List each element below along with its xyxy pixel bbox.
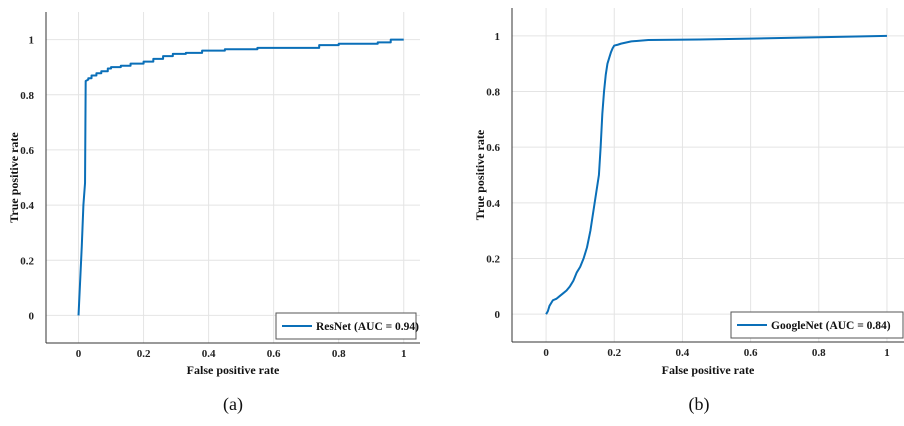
x-tick-label-b-3: 0.6 [744,347,758,359]
legend-label-a: ResNet (AUC = 0.94) [316,321,419,333]
x-tick-label-a-1: 0.2 [137,348,151,360]
x-axis-label-b: False positive rate [662,363,755,377]
chart-b: 0 0.2 0.4 0.6 0.8 1 0 0.2 0.4 0.6 0.8 1 False positi… [473,8,904,415]
y-axis-label-a: True positive rate [7,132,21,223]
y-tick-label-a-0: 0 [29,310,35,322]
legend-a: ResNet (AUC = 0.94) [275,312,419,340]
chart-a: 0 0.2 0.4 0.6 0.8 1 0 0.2 0.4 0.6 0.8 1 False positi… [7,12,420,415]
y-tick-label-b-5: 1 [495,31,501,43]
y-tick-label-a-2: 0.4 [20,200,34,212]
x-tick-label-a-5: 1 [401,348,407,360]
y-tick-label-b-0: 0 [495,309,501,321]
x-tick-label-b-0: 0 [543,347,549,359]
x-axis-label-a: False positive rate [187,363,280,377]
x-tick-label-b-5: 1 [884,347,890,359]
x-tick-label-b-2: 0.4 [676,347,690,359]
y-tick-label-a-1: 0.2 [20,255,34,267]
y-tick-label-b-2: 0.4 [486,198,500,210]
x-tick-label-a-4: 0.8 [332,348,346,360]
y-tick-label-b-4: 0.8 [486,87,500,99]
legend-b: GoogleNet (AUC = 0.84) [730,311,904,339]
y-tick-label-a-5: 1 [29,35,35,47]
legend-label-b: GoogleNet (AUC = 0.84) [771,320,891,332]
y-axis-label-b: True positive rate [473,129,487,220]
x-tick-label-b-1: 0.2 [607,347,621,359]
caption-a: (a) [223,394,243,415]
x-tick-label-b-4: 0.8 [812,347,826,359]
caption-b: (b) [689,394,710,415]
y-tick-label-a-4: 0.8 [20,90,34,102]
x-tick-label-a-0: 0 [76,348,82,360]
x-tick-label-a-2: 0.4 [202,348,216,360]
y-tick-label-a-3: 0.6 [20,145,34,157]
x-tick-label-a-3: 0.6 [267,348,281,360]
y-tick-label-b-1: 0.2 [486,254,500,266]
roc-curve-a-0 [77,38,404,316]
y-tick-label-b-3: 0.6 [486,142,500,154]
roc-curve-b-0 [545,34,887,315]
